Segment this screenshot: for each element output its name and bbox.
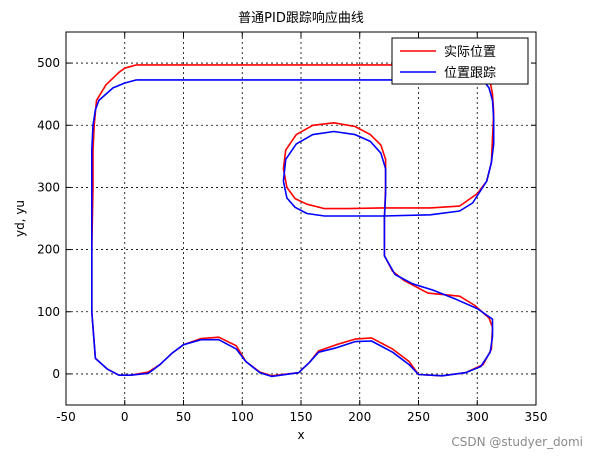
y-axis-label: yd, yu bbox=[13, 200, 27, 237]
watermark-text: CSDN @studyer_domi bbox=[451, 435, 583, 449]
series-layer bbox=[91, 64, 495, 378]
legend-entry-position-tracking: 位置跟踪 bbox=[444, 66, 496, 81]
x-tick-label-0: 0 bbox=[121, 410, 129, 424]
x-tick-label-100: 100 bbox=[231, 410, 254, 424]
y-tick-label-300: 300 bbox=[37, 180, 60, 194]
x-tick-label-350: 350 bbox=[525, 410, 548, 424]
x-tick-label-minus-50: -50 bbox=[56, 410, 76, 424]
x-tick-label-300: 300 bbox=[466, 410, 489, 424]
axis-ticks: -50 0 50 100 150 200 250 300 350 0 100 200 300 400 500 bbox=[37, 32, 547, 424]
y-tick-label-100: 100 bbox=[37, 305, 60, 319]
chart-title: 普通PID跟踪响应曲线 bbox=[238, 10, 364, 26]
legend: 实际位置 位置跟踪 bbox=[391, 37, 529, 85]
x-tick-label-150: 150 bbox=[290, 410, 313, 424]
x-tick-label-250: 250 bbox=[407, 410, 430, 424]
y-tick-label-200: 200 bbox=[37, 243, 60, 257]
series-line-position-tracking bbox=[91, 79, 495, 378]
y-tick-label-500: 500 bbox=[37, 56, 60, 70]
x-tick-label-50: 50 bbox=[176, 410, 191, 424]
y-tick-label-0: 0 bbox=[52, 367, 60, 381]
y-tick-label-400: 400 bbox=[37, 118, 60, 132]
x-tick-label-200: 200 bbox=[348, 410, 371, 424]
x-axis-label: x bbox=[297, 428, 304, 442]
legend-box bbox=[391, 37, 529, 85]
legend-entry-actual-position: 实际位置 bbox=[444, 45, 496, 60]
